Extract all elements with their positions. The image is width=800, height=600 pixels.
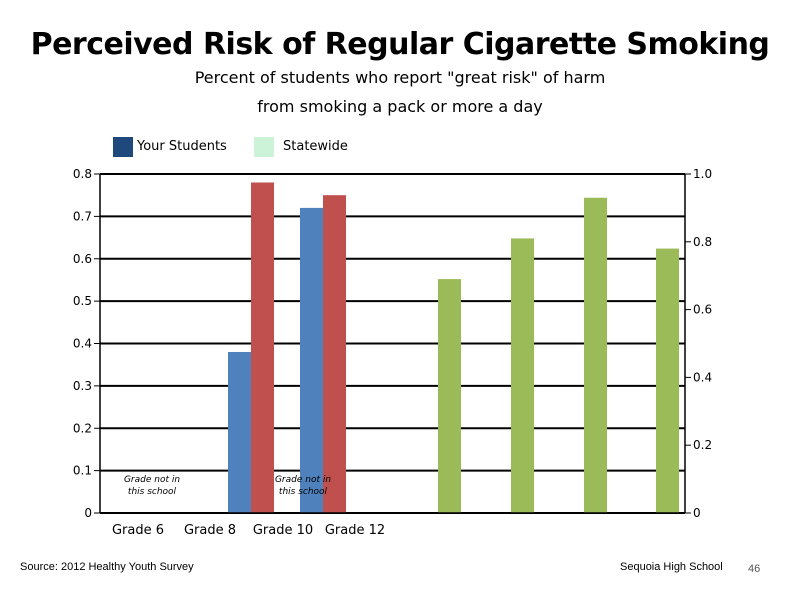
bar-statewide bbox=[323, 195, 346, 513]
page-number: 46 bbox=[748, 563, 761, 575]
right-axis-tick-label: 0.8 bbox=[693, 235, 712, 249]
legend-label-your-students: Your Students bbox=[137, 139, 227, 154]
legend-label-statewide: Statewide bbox=[283, 139, 348, 154]
right-axis-tick-label: 0.4 bbox=[693, 370, 712, 384]
right-axis-tick-labels: 0 0.2 0.4 0.6 0.8 1.0 bbox=[685, 167, 712, 520]
category-labels: Grade 6 Grade 8 Grade 10 Grade 12 bbox=[112, 523, 385, 538]
school-name: Sequoia High School bbox=[620, 561, 723, 573]
left-axis-tick-label: 0.6 bbox=[73, 252, 92, 266]
category-label: Grade 12 bbox=[325, 523, 385, 538]
left-axis-tick-label: 0.1 bbox=[73, 464, 92, 478]
source-note: Source: 2012 Healthy Youth Survey bbox=[20, 561, 194, 573]
bar-your-students bbox=[300, 207, 323, 513]
category-label: Grade 8 bbox=[184, 523, 236, 538]
bar-green-series bbox=[656, 248, 679, 513]
legend-swatch-statewide bbox=[254, 137, 274, 157]
left-axis-tick-label: 0.2 bbox=[73, 421, 92, 435]
right-axis-tick-label: 0 bbox=[693, 506, 701, 520]
annotation-grade-not-in-school: this school bbox=[128, 487, 177, 497]
bar-green-series bbox=[438, 279, 461, 513]
left-axis-tick-label: 0 bbox=[84, 506, 92, 520]
bar-green-series bbox=[511, 238, 534, 513]
right-axis-tick-label: 0.2 bbox=[693, 438, 712, 452]
category-label: Grade 6 bbox=[112, 523, 164, 538]
left-axis-tick-label: 0.4 bbox=[73, 337, 92, 351]
annotation-grade-not-in-school: Grade not in bbox=[124, 475, 180, 485]
left-axis-tick-label: 0.3 bbox=[73, 379, 92, 393]
right-axis-tick-label: 1.0 bbox=[693, 167, 712, 181]
right-axis-tick-label: 0.6 bbox=[693, 303, 712, 317]
bar-green-series bbox=[584, 197, 607, 514]
left-axis-tick-label: 0.5 bbox=[73, 294, 92, 308]
left-axis-tick-label: 0.8 bbox=[73, 167, 92, 181]
annotations: Grade not in this school Grade not in this … bbox=[124, 475, 331, 497]
left-axis-tick-labels: 0 0.1 0.2 0.3 0.4 0.5 0.6 0.7 0.8 bbox=[73, 167, 100, 520]
bars bbox=[228, 182, 679, 514]
left-axis-tick-label: 0.7 bbox=[73, 209, 92, 223]
annotation-grade-not-in-school: Grade not in bbox=[275, 475, 331, 485]
legend-swatch-your-students bbox=[113, 137, 133, 157]
bar-your-students bbox=[228, 351, 251, 513]
bar-statewide bbox=[251, 182, 274, 513]
category-label: Grade 10 bbox=[253, 523, 313, 538]
annotation-grade-not-in-school: this school bbox=[279, 487, 328, 497]
chart-subtitle-line-2: from smoking a pack or more a day bbox=[257, 97, 543, 116]
chart-title: Perceived Risk of Regular Cigarette Smok… bbox=[30, 27, 770, 62]
chart-subtitle-line-1: Percent of students who report "great ri… bbox=[194, 68, 606, 87]
